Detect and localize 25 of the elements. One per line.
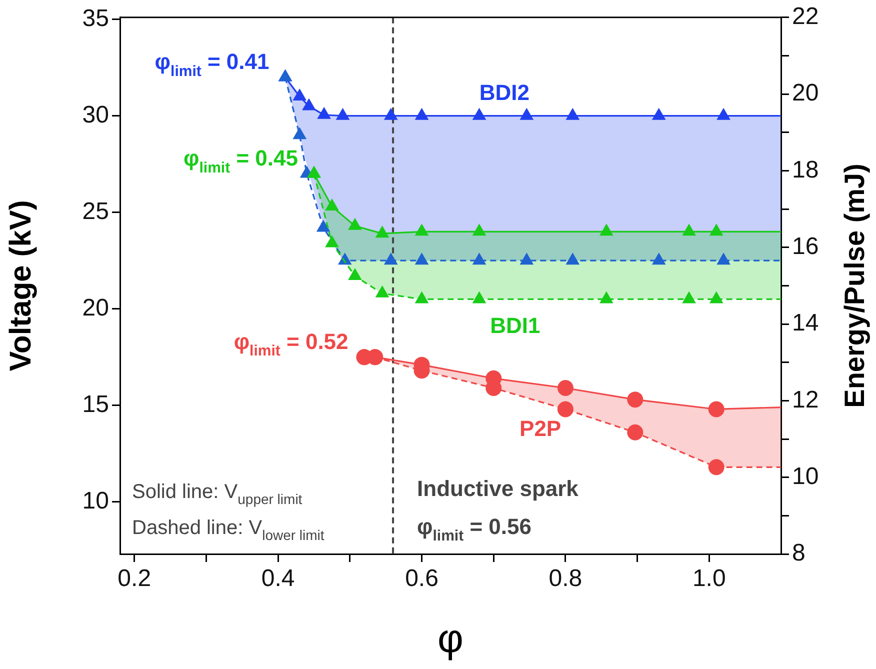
y2-tick-label: 14: [792, 310, 819, 337]
y2-tick-label: 10: [792, 462, 819, 490]
y-tick-label: 15: [82, 391, 109, 418]
y2-tick-label: 12: [792, 386, 819, 414]
y2-tick-label: 18: [792, 156, 819, 184]
y-tick-label: 25: [82, 198, 109, 225]
x-tick-label: 0.8: [548, 565, 582, 592]
y2-tick-label: 16: [792, 232, 819, 260]
x-axis-title: φ: [438, 617, 464, 662]
y2-tick-label: 20: [792, 80, 819, 107]
y-axis-title: Voltage (kV): [4, 200, 38, 372]
y-tick-label: 20: [82, 294, 109, 322]
y2-tick-label: 22: [792, 3, 819, 30]
series-label: P2P: [520, 416, 562, 441]
x-tick-label: 0.2: [118, 565, 152, 592]
y2-tick-label: 8: [792, 540, 806, 567]
x-tick-label: 0.4: [261, 565, 295, 592]
y-tick-label: 10: [82, 488, 109, 515]
series-label: BDI2: [479, 80, 530, 105]
y-tick-label: 30: [82, 101, 109, 128]
series-label: BDI1: [490, 313, 540, 338]
x-tick-label: 0.6: [405, 565, 438, 592]
y-tick-label: 35: [82, 4, 109, 32]
x-tick-label: 1.0: [692, 565, 726, 592]
y2-axis-title: Energy/Pulse (mJ): [839, 164, 870, 408]
